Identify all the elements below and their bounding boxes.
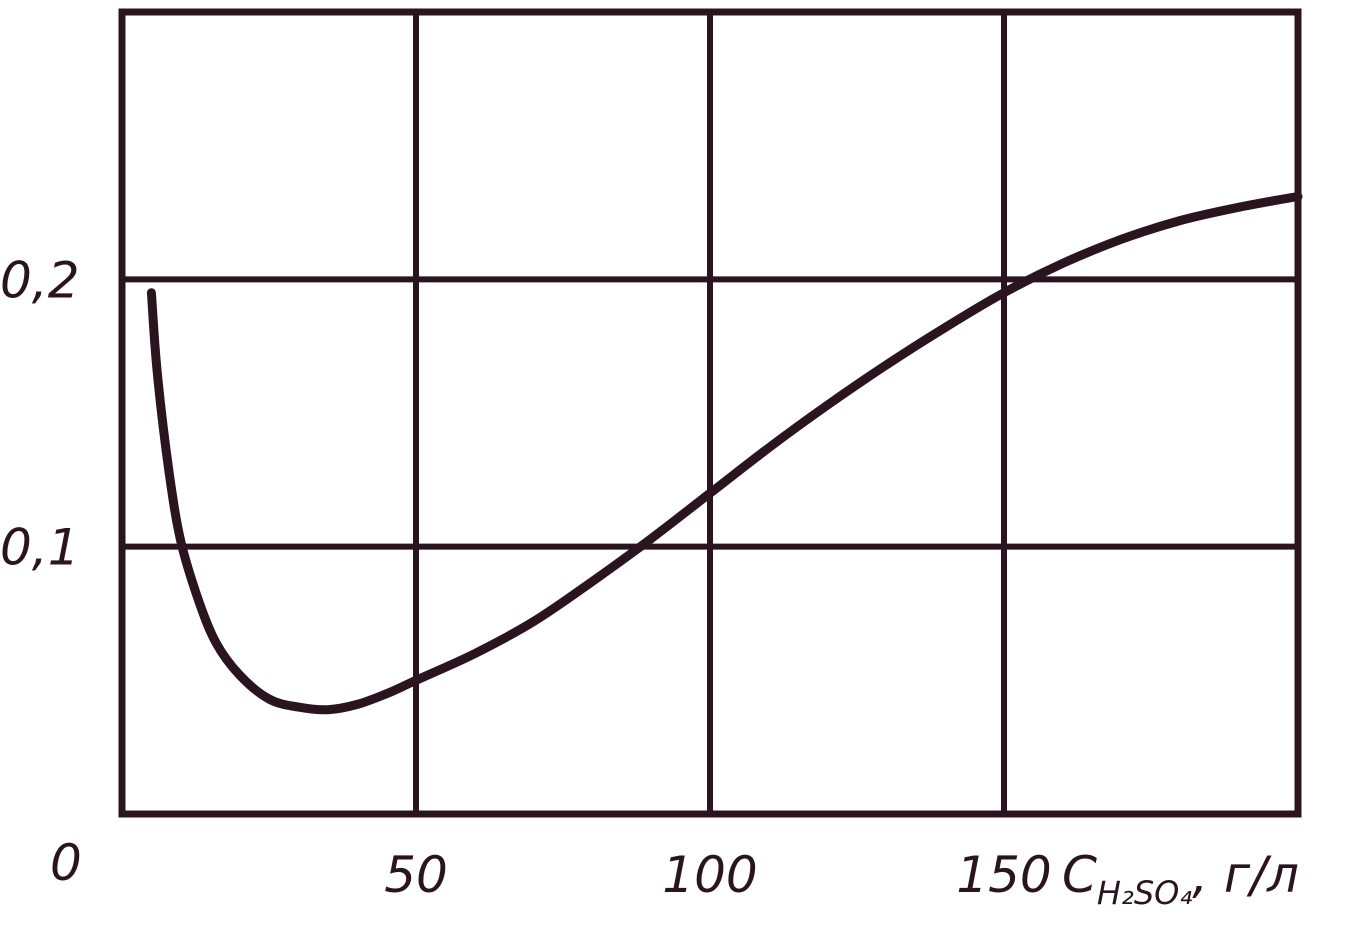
plot-frame bbox=[118, 8, 1302, 818]
grid bbox=[122, 12, 1298, 814]
y-tick-labels: 0,1 0,2 bbox=[0, 251, 80, 576]
series-line bbox=[146, 192, 1303, 715]
x-axis-label-unit: , г/л bbox=[1192, 846, 1299, 904]
x-tick-label: 100 bbox=[662, 846, 757, 904]
x-axis-label-symbol: C bbox=[1062, 846, 1097, 904]
y-tick-label: 0,2 bbox=[0, 251, 80, 309]
origin-label: 0 bbox=[50, 834, 82, 892]
x-axis-label: CH₂SO₄, г/л bbox=[1062, 846, 1299, 912]
x-tick-labels: 50 100 150 bbox=[384, 846, 1052, 904]
series-layer bbox=[146, 192, 1303, 715]
y-tick-label: 0,1 bbox=[0, 519, 80, 577]
x-tick-label: 50 bbox=[384, 846, 448, 904]
x-axis-label-subscript: H₂SO₄ bbox=[1097, 874, 1192, 912]
x-tick-label: 150 bbox=[956, 846, 1051, 904]
